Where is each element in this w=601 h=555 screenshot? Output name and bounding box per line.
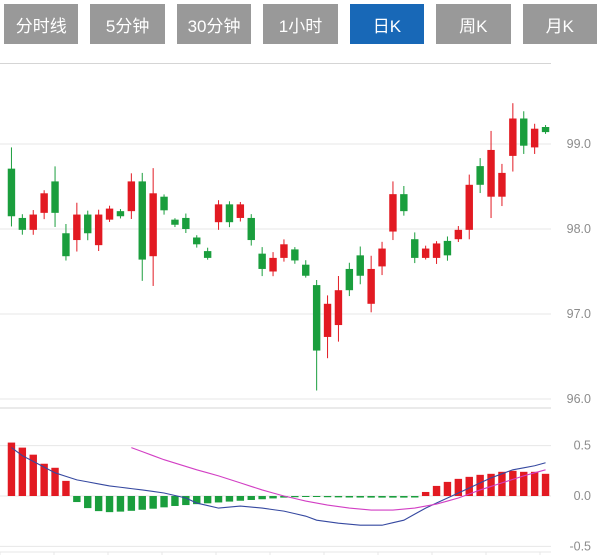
svg-text:96.0: 96.0 [567,392,591,406]
svg-text:0.0: 0.0 [574,489,591,503]
svg-text:-0.5: -0.5 [569,539,591,553]
svg-text:98.0: 98.0 [567,222,591,236]
svg-text:0.5: 0.5 [574,439,591,453]
svg-text:99.0: 99.0 [567,137,591,151]
svg-text:97.0: 97.0 [567,307,591,321]
